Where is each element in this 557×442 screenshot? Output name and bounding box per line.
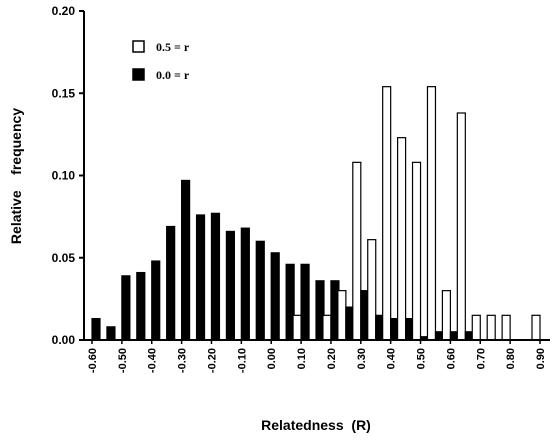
bar-filled [210,212,221,341]
bar-open [367,239,377,341]
x-axis-title: Relatedness (R) [261,417,371,433]
bar-open [441,290,451,341]
bars [91,86,541,341]
y-axis-title: Relative frequency [8,108,24,244]
y-axis-ticks: 0.00 0.05 0.10 0.15 0.20 [52,4,84,347]
y-tick-label: 0.15 [52,86,76,100]
bar-filled [225,230,235,341]
bar-open [471,314,481,341]
bar-filled [255,240,265,341]
x-tick-label: 0.90 [535,348,547,369]
bar-filled [166,225,176,341]
legend: 0.5 = r 0.0 = r [132,40,190,82]
bar-open [292,314,302,341]
x-tick-label: -0.60 [87,348,99,373]
y-tick-label: 0.00 [52,333,76,347]
bar-filled [91,318,101,341]
x-tick-label: 0.50 [416,348,428,369]
x-tick-label: -0.20 [206,348,218,373]
bar-filled [136,271,146,341]
y-tick-label: 0.05 [52,251,76,265]
y-tick-label: 0.10 [52,169,76,183]
bar-filled [106,326,116,341]
x-tick-label: 0.70 [475,348,487,369]
y-tick-label: 0.20 [52,4,76,18]
bar-open [337,290,347,341]
legend-label-open: 0.5 = r [156,40,190,54]
x-tick-label: 0.60 [445,348,457,369]
x-tick-label: -0.10 [236,348,248,373]
bar-open [426,86,437,341]
x-tick-label: -0.30 [177,348,189,373]
bar-filled [181,179,191,341]
bar-filled [121,275,131,341]
bar-open [352,161,362,341]
x-tick-label: 0.30 [356,348,368,369]
bar-open [501,314,511,341]
bar-filled [270,252,280,341]
bar-open [397,137,407,341]
x-tick-label: -0.50 [117,348,129,373]
bar-open [322,314,332,341]
bar-filled [195,214,206,341]
x-axis-ticks: -0.60 -0.50 -0.40 -0.30 -0.20 -0.10 0.00 0.10 0.… [87,340,547,373]
x-tick-label: 0.40 [386,348,398,369]
bar-open [411,161,422,341]
bar-filled [300,263,310,341]
bar-open [456,112,466,341]
x-tick-label: -0.40 [147,348,159,373]
x-tick-label: 0.00 [266,348,278,369]
x-tick-label: 0.80 [505,348,517,369]
bar-filled [240,227,250,341]
bar-open [531,314,541,341]
legend-label-filled: 0.0 = r [156,68,190,82]
bar-open [382,86,392,341]
x-tick-label: 0.10 [296,348,308,369]
bar-filled [151,260,161,341]
bar-open [486,314,496,341]
legend-swatch-open [132,40,145,53]
legend-swatch-filled [132,68,145,81]
x-tick-label: 0.20 [326,348,338,369]
